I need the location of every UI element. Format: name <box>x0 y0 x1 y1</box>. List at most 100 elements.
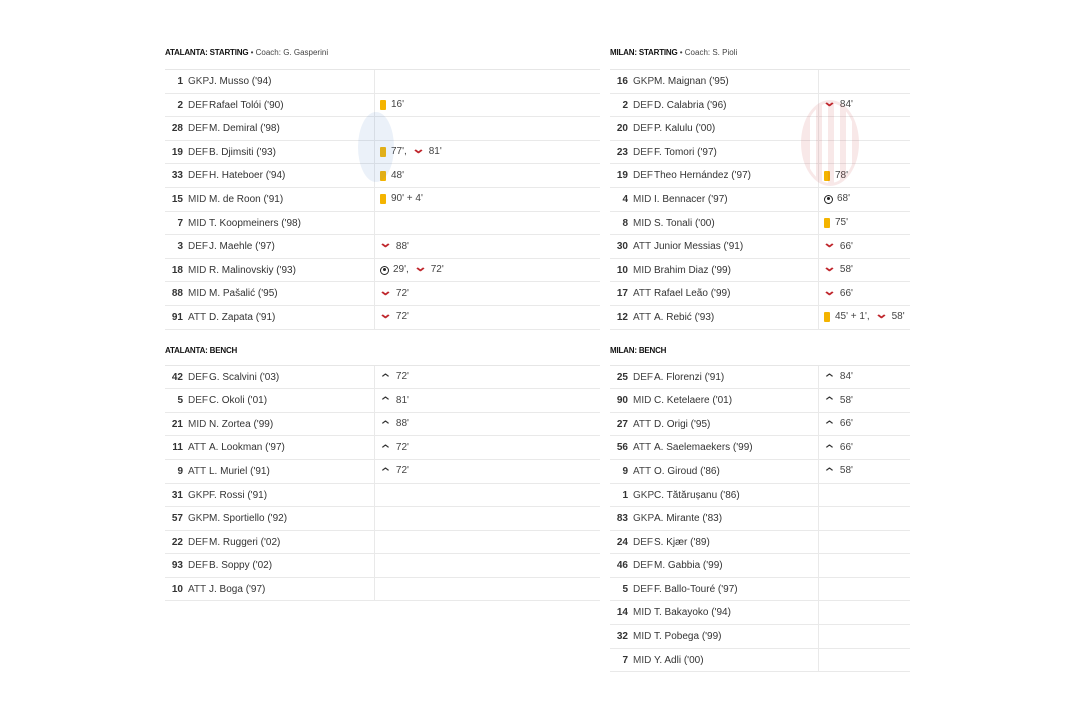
player-row[interactable]: 14 MID T. Bakayoko ('94) <box>610 601 910 626</box>
player-row[interactable]: 24 DEF S. Kjær ('89) <box>610 530 910 555</box>
player-row[interactable]: 9 ATT O. Giroud ('86) ⌃ 58' <box>610 459 910 484</box>
player-name[interactable]: M. Sportiello ('92) <box>209 513 288 525</box>
position: DEF <box>188 560 208 572</box>
yellow-card-icon <box>380 194 386 205</box>
player-row[interactable]: 5 DEF F. Ballo-Touré ('97) <box>610 577 910 602</box>
player-name[interactable]: Y. Adli ('00) <box>654 654 704 666</box>
shirt-number: 2 <box>177 99 183 111</box>
player-row[interactable]: 7 MID Y. Adli ('00) <box>610 648 910 673</box>
player-name[interactable]: Rafael Leão ('99) <box>654 288 731 300</box>
player-name[interactable]: F. Tomori ('97) <box>654 146 717 158</box>
player-row[interactable]: 10 ATT J. Boga ('97) <box>165 577 600 602</box>
player-row[interactable]: 20 DEF P. Kalulu ('00) <box>610 117 910 141</box>
player-name[interactable]: Rafael Tolói ('90) <box>209 99 284 111</box>
player-row[interactable]: 11 ATT A. Lookman ('97) ⌃ 72' <box>165 436 600 460</box>
player-name[interactable]: M. Demiral ('98) <box>209 123 280 135</box>
player-name[interactable]: H. Hateboer ('94) <box>209 170 286 182</box>
player-name[interactable]: Brahim Diaz ('99) <box>654 264 731 276</box>
player-name[interactable]: M. Pašalić ('95) <box>209 288 278 300</box>
player-name[interactable]: F. Ballo-Touré ('97) <box>654 583 738 595</box>
player-row[interactable]: 8 MID S. Tonali ('00) 75' <box>610 211 910 236</box>
player-name[interactable]: J. Musso ('94) <box>209 76 272 87</box>
player-row[interactable]: 21 MID N. Zortea ('99) ⌃ 88' <box>165 412 600 437</box>
player-name[interactable]: T. Bakayoko ('94) <box>654 607 731 619</box>
player-row[interactable]: 57 GKP M. Sportiello ('92) <box>165 507 600 531</box>
player-name[interactable]: A. Lookman ('97) <box>209 442 285 454</box>
player-row[interactable]: 25 DEF A. Florenzi ('91) ⌃ 84' <box>610 365 910 390</box>
player-row[interactable]: 27 ATT D. Origi ('95) ⌃ 66' <box>610 412 910 437</box>
player-row[interactable]: 93 DEF B. Soppy ('02) <box>165 554 600 578</box>
player-row[interactable]: 23 DEF F. Tomori ('97) <box>610 140 910 165</box>
player-row[interactable]: 12 ATT A. Rebić ('93) 45' + 1', ⌄ 58' <box>610 305 910 330</box>
event-minute: 58' <box>839 394 853 406</box>
player-name[interactable]: B. Soppy ('02) <box>209 560 273 572</box>
player-row[interactable]: 31 GKP F. Rossi ('91) <box>165 483 600 508</box>
player-row[interactable]: 30 ATT Junior Messias ('91) ⌄ 66' <box>610 235 910 259</box>
player-name[interactable]: S. Kjær ('89) <box>654 536 710 548</box>
player-name[interactable]: Theo Hernández ('97) <box>654 170 751 182</box>
player-row[interactable]: 83 GKP A. Mirante ('83) <box>610 507 910 531</box>
player-row[interactable]: 56 ATT A. Saelemaekers ('99) ⌃ 66' <box>610 436 910 460</box>
player-row[interactable]: 2 DEF D. Calabria ('96) ⌄ 84' <box>610 93 910 118</box>
player-row[interactable]: 15 MID M. de Roon ('91) 90' + 4' <box>165 187 600 212</box>
player-row[interactable]: 5 DEF C. Okoli ('01) ⌃ 81' <box>165 389 600 413</box>
player-name[interactable]: A. Saelemaekers ('99) <box>654 442 753 454</box>
player-row[interactable]: 32 MID T. Pobega ('99) <box>610 625 910 649</box>
player-name[interactable]: Junior Messias ('91) <box>654 241 744 253</box>
player-name[interactable]: R. Malinovskiy ('93) <box>209 264 296 276</box>
player-name[interactable]: A. Mirante ('83) <box>654 513 723 525</box>
player-row[interactable]: 10 MID Brahim Diaz ('99) ⌄ 58' <box>610 258 910 283</box>
player-row[interactable]: 2 DEF Rafael Tolói ('90) 16' <box>165 93 600 118</box>
player-row[interactable]: 17 ATT Rafael Leão ('99) ⌄ 66' <box>610 282 910 306</box>
player-row[interactable]: 91 ATT D. Zapata ('91) ⌄ 72' <box>165 305 600 330</box>
player-row[interactable]: 90 MID C. Ketelaere ('01) ⌃ 58' <box>610 389 910 413</box>
shirt-number: 83 <box>616 513 628 525</box>
player-name[interactable]: N. Zortea ('99) <box>209 418 274 430</box>
event-minute: 84' <box>839 99 853 111</box>
player-row[interactable]: 19 DEF Theo Hernández ('97) 78' <box>610 164 910 188</box>
event-minute: 72' <box>430 264 444 276</box>
player-row[interactable]: 19 DEF B. Djimsiti ('93) 77', ⌄ 81' <box>165 140 600 165</box>
player-row[interactable]: 18 MID R. Malinovskiy ('93) 29', ⌄ 72' <box>165 258 600 283</box>
player-events <box>374 211 600 235</box>
player-row[interactable]: 46 DEF M. Gabbia ('99) <box>610 554 910 578</box>
player-name[interactable]: J. Boga ('97) <box>209 583 266 595</box>
bench-title: MILAN: BENCH <box>610 345 667 355</box>
player-row[interactable]: 28 DEF M. Demiral ('98) <box>165 117 600 141</box>
player-name[interactable]: A. Rebić ('93) <box>654 311 715 323</box>
player-name[interactable]: C. Tătărușanu ('86) <box>654 489 740 501</box>
player-name[interactable]: M. Maignan ('95) <box>654 76 729 87</box>
player-name[interactable]: D. Origi ('95) <box>654 418 711 430</box>
player-name[interactable]: P. Kalulu ('00) <box>654 123 716 135</box>
player-name[interactable]: M. Gabbia ('99) <box>654 560 723 572</box>
player-row[interactable]: 22 DEF M. Ruggeri ('02) <box>165 530 600 555</box>
player-row[interactable]: 9 ATT L. Muriel ('91) ⌃ 72' <box>165 459 600 484</box>
player-name[interactable]: D. Calabria ('96) <box>654 99 727 111</box>
player-row[interactable]: 3 DEF J. Maehle ('97) ⌄ 88' <box>165 235 600 259</box>
player-row[interactable]: 4 MID I. Bennacer ('97) 68' <box>610 187 910 212</box>
shirt-number: 5 <box>177 395 183 407</box>
player-row[interactable]: 16 GKP M. Maignan ('95) <box>610 70 910 94</box>
player-name[interactable]: C. Ketelaere ('01) <box>654 395 733 407</box>
player-row[interactable]: 1 GKP C. Tătărușanu ('86) <box>610 483 910 508</box>
player-row[interactable]: 88 MID M. Pašalić ('95) ⌄ 72' <box>165 282 600 306</box>
player-name[interactable]: B. Djimsiti ('93) <box>209 146 276 158</box>
player-row[interactable]: 7 MID T. Koopmeiners ('98) <box>165 211 600 236</box>
player-name[interactable]: S. Tonali ('00) <box>654 217 715 229</box>
player-name[interactable]: I. Bennacer ('97) <box>654 193 728 205</box>
player-name[interactable]: G. Scalvini ('03) <box>209 371 280 383</box>
player-row[interactable]: 33 DEF H. Hateboer ('94) 48' <box>165 164 600 188</box>
player-name[interactable]: L. Muriel ('91) <box>209 465 270 477</box>
player-name[interactable]: F. Rossi ('91) <box>209 489 268 501</box>
player-name[interactable]: J. Maehle ('97) <box>209 241 275 253</box>
player-name[interactable]: A. Florenzi ('91) <box>654 371 725 383</box>
player-name[interactable]: T. Pobega ('99) <box>654 631 722 643</box>
player-row[interactable]: 42 DEF G. Scalvini ('03) ⌃ 72' <box>165 365 600 390</box>
player-name[interactable]: M. de Roon ('91) <box>209 193 284 205</box>
player-row[interactable]: 1 GKP J. Musso ('94) <box>165 70 600 94</box>
player-name[interactable]: T. Koopmeiners ('98) <box>209 217 301 229</box>
player-name[interactable]: O. Giroud ('86) <box>654 465 720 477</box>
player-name[interactable]: C. Okoli ('01) <box>209 395 268 407</box>
player-name[interactable]: D. Zapata ('91) <box>209 311 276 323</box>
player-name[interactable]: M. Ruggeri ('02) <box>209 536 281 548</box>
